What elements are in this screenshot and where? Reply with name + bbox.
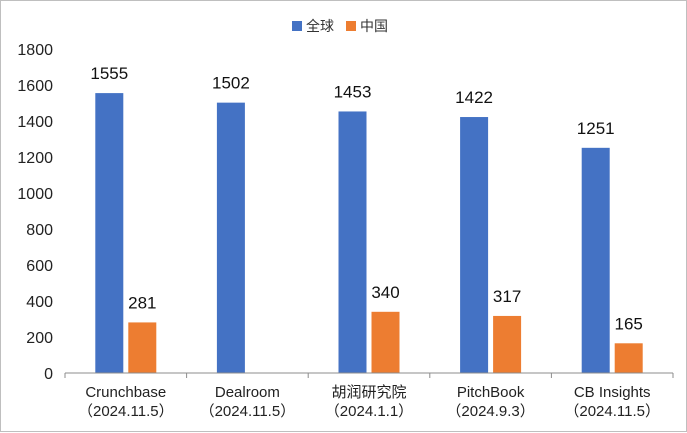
legend-label-0: 全球 — [306, 18, 334, 35]
bar-global — [216, 102, 245, 373]
x-category-date: （2024.11.5） — [78, 403, 174, 420]
data-label: 1453 — [334, 82, 372, 101]
bars — [95, 93, 643, 374]
data-label: 1555 — [90, 64, 128, 83]
bar-global — [95, 93, 124, 373]
x-category-date: （2024.11.5） — [200, 403, 296, 420]
data-labels: 1555 281 1502 1453 340 1422 317 1251 165 — [90, 64, 643, 333]
data-label: 317 — [493, 287, 521, 306]
data-label: 340 — [371, 283, 399, 302]
y-tick-label: 800 — [26, 222, 53, 239]
x-category-label: Dealroom — [215, 384, 280, 401]
y-tick-label: 1000 — [17, 186, 53, 203]
legend-label-1: 中国 — [360, 19, 388, 35]
bar-china — [493, 315, 522, 373]
x-category-label: 胡润研究院 — [331, 383, 406, 401]
bar-china — [614, 343, 643, 373]
bar-china — [371, 311, 400, 373]
x-category-date: （2024.1.1） — [325, 403, 413, 420]
bar-china — [128, 322, 157, 373]
y-tick-label: 1400 — [17, 114, 53, 131]
data-label: 1422 — [455, 88, 493, 107]
data-label: 165 — [615, 314, 643, 333]
y-tick-label: 0 — [44, 366, 53, 383]
y-axis: 0 200 400 600 800 1000 1200 1400 1600 1800 — [17, 42, 53, 383]
x-category-date: （2024.9.3） — [446, 403, 534, 420]
y-tick-label: 200 — [26, 330, 53, 347]
bar-global — [581, 147, 610, 373]
y-tick-label: 1200 — [17, 150, 53, 167]
bar-global — [460, 117, 489, 373]
legend: 全球 中国 — [292, 18, 388, 35]
bar-global — [338, 111, 367, 374]
y-tick-label: 1800 — [17, 42, 53, 59]
y-tick-label: 1600 — [17, 78, 53, 95]
legend-swatch-0 — [292, 21, 302, 31]
legend-swatch-1 — [346, 21, 356, 31]
y-tick-label: 400 — [26, 294, 53, 311]
x-category-date: （2024.11.5） — [564, 403, 660, 420]
data-label: 1502 — [212, 74, 250, 93]
y-tick-label: 600 — [26, 258, 53, 275]
x-category-label: Crunchbase — [85, 384, 166, 401]
data-label: 1251 — [577, 119, 615, 138]
data-label: 281 — [128, 293, 156, 312]
x-category-label: PitchBook — [457, 384, 525, 401]
x-category-label: CB Insights — [574, 384, 651, 401]
x-axis: Crunchbase （2024.11.5） Dealroom （2024.11.5）… — [64, 372, 674, 420]
